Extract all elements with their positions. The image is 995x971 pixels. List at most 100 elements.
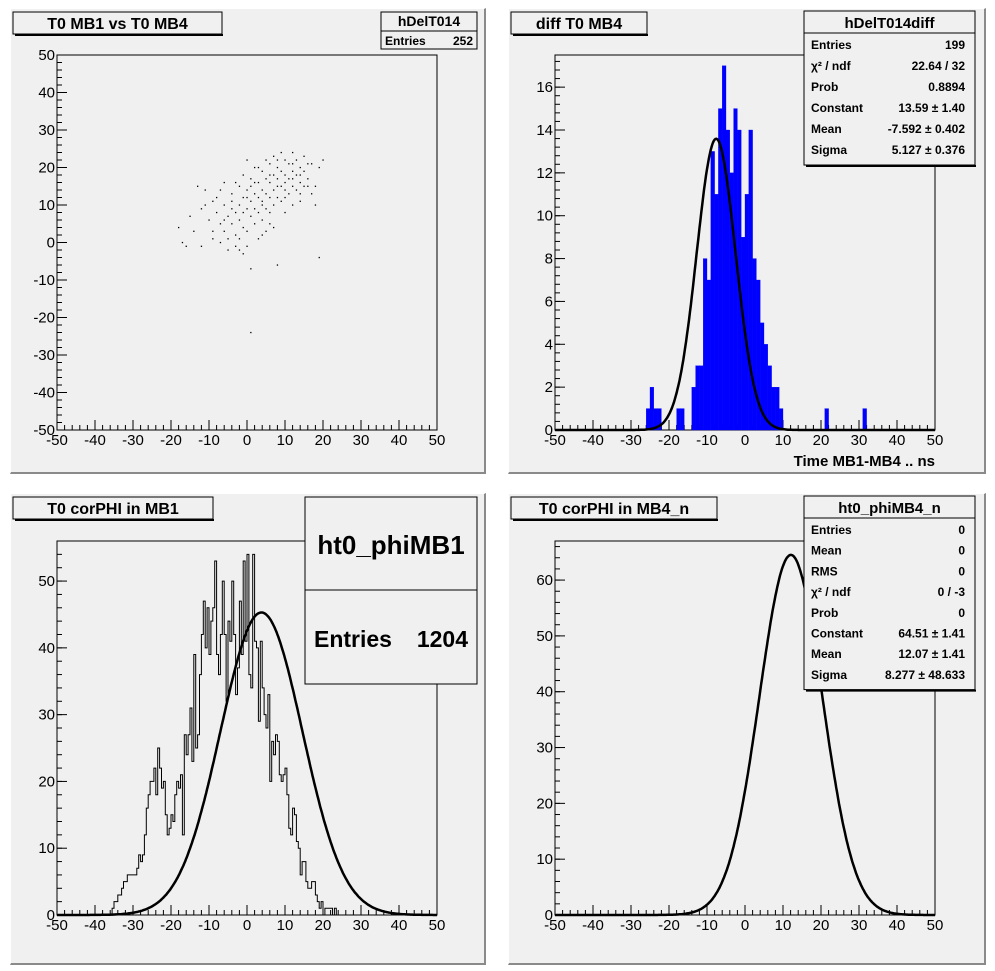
scatter-point [295, 174, 298, 176]
scatter-point [276, 159, 279, 161]
fit-curve [555, 137, 935, 432]
scatter-point [284, 211, 286, 214]
stats-label: Mean [811, 544, 842, 558]
x-tick-label: -20 [658, 917, 680, 934]
scatter-point [292, 178, 294, 180]
scatter-point [204, 204, 206, 206]
histogram-bar [714, 194, 719, 431]
scatter-point [314, 185, 317, 187]
histogram-bar [649, 386, 654, 431]
scatter-point [299, 181, 301, 184]
scatter-point [276, 178, 279, 180]
stats-value: 0 [958, 523, 965, 537]
histogram-bar [779, 408, 784, 431]
x-tick-label: -50 [46, 432, 68, 449]
x-tick-label: -10 [198, 917, 220, 934]
y-tick-label: 20 [38, 160, 55, 177]
histogram-bar [752, 258, 757, 431]
x-tick-label: -30 [122, 432, 144, 449]
scatter-point [227, 238, 229, 240]
scatter-point [311, 163, 313, 165]
stats-name: hDelT014 [398, 13, 460, 29]
scatter-point [292, 163, 294, 165]
stats-value: 8.277 ± 48.633 [885, 668, 965, 682]
y-tick-label: 10 [38, 840, 55, 857]
scatter-point [223, 204, 225, 206]
scatter-point [181, 241, 184, 244]
y-tick-label: -40 [33, 385, 55, 402]
stats-label: χ² / ndf [811, 59, 852, 73]
scatter-point [212, 230, 214, 232]
x-tick-label: -10 [696, 917, 718, 934]
y-tick-label: 16 [536, 79, 553, 96]
x-tick-label: 40 [391, 432, 408, 449]
y-tick-label: 4 [545, 336, 553, 353]
x-tick-label: 10 [775, 432, 792, 449]
scatter-point [299, 174, 301, 176]
scatter-point [246, 245, 248, 247]
scatter-point [257, 166, 260, 169]
scatter-point [212, 200, 214, 202]
scatter-point [254, 166, 256, 169]
scatter-point [284, 196, 286, 199]
scatter-point [269, 174, 271, 176]
scatter-point [284, 159, 286, 161]
scatter-point [242, 196, 244, 199]
y-tick-label: 12 [536, 165, 553, 182]
scatter-point [246, 189, 248, 191]
scatter-point [242, 174, 244, 176]
y-tick-label: 30 [38, 707, 55, 724]
stats-name: ht0_phiMB4_n [838, 500, 941, 517]
scatter-point [216, 211, 218, 214]
y-tick-label: 50 [38, 573, 55, 590]
scatter-point [238, 204, 241, 206]
scatter-point [235, 234, 237, 236]
stats-label: Entries [811, 523, 852, 537]
chart-diff-histogram: -50 -40 -30 -20 -10 0 10 20 30 40 50 0 2 4 6 8 10 12 14 16 T… [510, 10, 976, 470]
x-tick-label: 20 [315, 432, 332, 449]
stats-value: 12.07 ± 1.41 [898, 647, 965, 661]
y-tick-label: 30 [536, 740, 553, 757]
scatter-point [261, 234, 263, 236]
scatter-point [242, 253, 244, 255]
histogram-bar [862, 408, 867, 431]
x-tick-label: 50 [429, 917, 446, 934]
scatter-point [238, 249, 241, 251]
scatter-point [246, 196, 248, 199]
chart-title: diff T0 MB4 [536, 16, 622, 33]
y-tick-label: 10 [38, 197, 55, 214]
x-axis-label: Time MB1-MB4 .. ns [794, 453, 935, 470]
x-tick-label: 0 [741, 917, 749, 934]
x-tick-label: 40 [889, 917, 906, 934]
x-tick-label: -20 [160, 917, 182, 934]
scatter-point [254, 193, 256, 195]
x-tick-label: 50 [927, 917, 944, 934]
scatter-point [223, 181, 225, 184]
x-tick-label: 30 [353, 432, 370, 449]
scatter-point [250, 178, 252, 180]
x-tick-label: -20 [160, 432, 182, 449]
x-tick-label: 20 [813, 432, 830, 449]
histogram-bar [646, 408, 651, 431]
scatter-point [231, 200, 233, 202]
histogram-bar [824, 408, 829, 431]
x-tick-label: -30 [620, 432, 642, 449]
x-tick-label: -40 [84, 917, 106, 934]
y-tick-label: -30 [33, 347, 55, 364]
y-tick-label: -50 [33, 422, 55, 439]
scatter-point [280, 170, 282, 172]
stats-label: Entries [385, 34, 426, 48]
scatter-point [269, 196, 271, 199]
scatter-point [257, 238, 260, 240]
y-tick-label: 30 [38, 122, 55, 139]
x-tick-label: 40 [889, 432, 906, 449]
scatter-point [280, 185, 282, 187]
scatter-point [204, 189, 206, 191]
scatter-point [219, 223, 222, 225]
scatter-point [284, 181, 286, 184]
stats-name: ht0_phiMB1 [317, 530, 464, 560]
chart-title: T0 corPHI in MB1 [47, 501, 179, 518]
stats-value: 64.51 ± 1.41 [898, 627, 965, 641]
